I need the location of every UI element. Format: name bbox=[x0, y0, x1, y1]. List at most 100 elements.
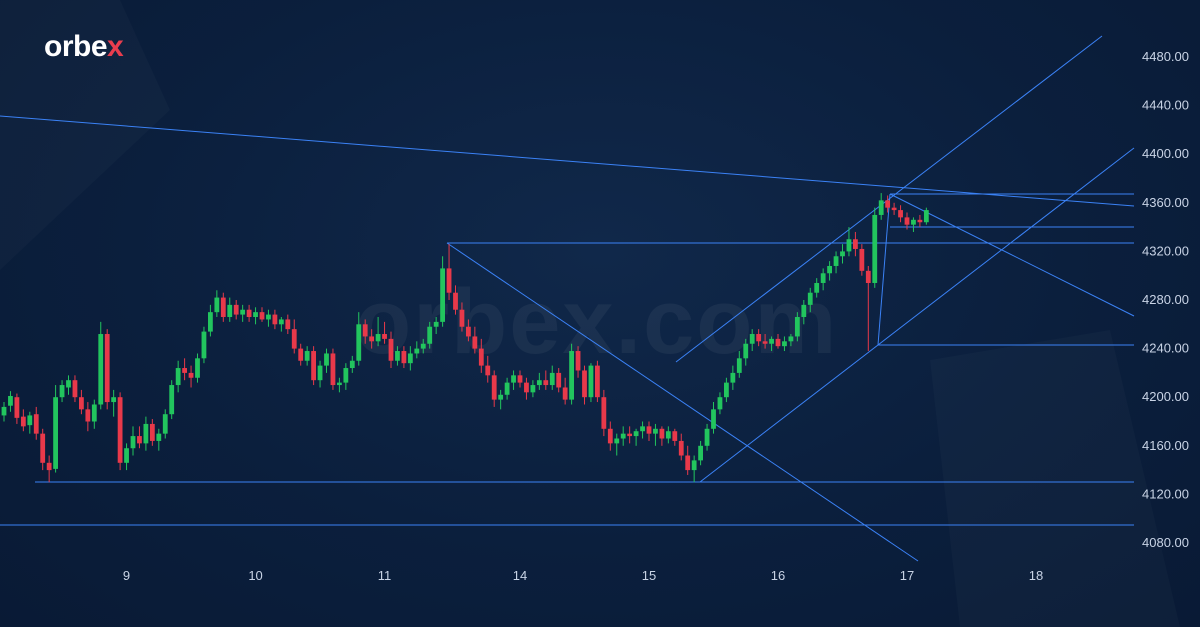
candle bbox=[440, 256, 445, 327]
candle bbox=[330, 348, 336, 390]
candle bbox=[614, 433, 620, 456]
candle bbox=[646, 421, 652, 441]
y-tick-label: 4360.00 bbox=[1142, 195, 1189, 210]
trend-line-5 bbox=[675, 35, 1103, 363]
candle bbox=[117, 392, 123, 471]
candle bbox=[530, 380, 536, 398]
candle bbox=[407, 346, 413, 371]
candle bbox=[769, 336, 774, 352]
candle bbox=[736, 351, 742, 378]
trend-line-4 bbox=[446, 242, 919, 562]
candle bbox=[349, 355, 355, 373]
candle bbox=[20, 409, 26, 432]
candle bbox=[588, 363, 594, 403]
candle bbox=[536, 372, 542, 390]
candle bbox=[72, 375, 78, 403]
candle bbox=[698, 440, 703, 466]
candle bbox=[711, 402, 716, 434]
candle bbox=[575, 346, 581, 378]
candle bbox=[188, 365, 194, 388]
candle bbox=[730, 365, 736, 390]
candle bbox=[208, 304, 213, 337]
candle bbox=[337, 377, 342, 393]
candle bbox=[266, 309, 271, 327]
candle bbox=[272, 309, 278, 330]
candle bbox=[8, 391, 13, 412]
candle bbox=[775, 334, 781, 349]
candle bbox=[369, 329, 375, 349]
candle bbox=[304, 346, 310, 366]
candle bbox=[46, 455, 52, 483]
candle bbox=[485, 355, 491, 383]
candle bbox=[898, 205, 903, 223]
candle bbox=[298, 343, 304, 366]
x-tick-label: 10 bbox=[248, 568, 262, 583]
candle bbox=[620, 426, 626, 446]
candle bbox=[253, 307, 258, 325]
candle bbox=[401, 346, 407, 369]
y-tick-label: 4440.00 bbox=[1142, 98, 1189, 113]
candle bbox=[111, 389, 117, 417]
candle bbox=[220, 292, 226, 322]
candle bbox=[240, 304, 246, 322]
candle bbox=[130, 426, 136, 456]
candle bbox=[98, 321, 104, 410]
trend-line-0 bbox=[0, 115, 1135, 207]
candle bbox=[543, 370, 549, 390]
y-tick-label: 4320.00 bbox=[1142, 243, 1189, 258]
candle bbox=[137, 426, 142, 449]
y-tick-label: 4120.00 bbox=[1142, 486, 1189, 501]
candle bbox=[259, 307, 265, 322]
candle bbox=[40, 428, 46, 471]
candle bbox=[162, 409, 168, 439]
candle bbox=[756, 329, 762, 347]
candles bbox=[1, 193, 929, 483]
candle bbox=[433, 317, 439, 335]
candle bbox=[414, 341, 420, 359]
y-tick-label: 4160.00 bbox=[1142, 438, 1189, 453]
x-tick-label: 17 bbox=[900, 568, 914, 583]
candle bbox=[549, 365, 555, 390]
candle bbox=[911, 217, 916, 232]
y-tick-label: 4080.00 bbox=[1142, 535, 1189, 550]
candle bbox=[291, 319, 297, 354]
candle bbox=[704, 423, 710, 451]
y-axis: 4480.00 4440.00 4400.00 4360.00 4320.00 4280.… bbox=[1142, 49, 1189, 550]
candle bbox=[453, 285, 458, 315]
candle bbox=[743, 338, 749, 366]
candle bbox=[356, 312, 362, 366]
candle bbox=[820, 268, 826, 291]
candle bbox=[214, 290, 220, 318]
candle bbox=[807, 287, 813, 313]
candle bbox=[1, 402, 7, 422]
candle bbox=[124, 443, 129, 471]
candle bbox=[472, 326, 478, 354]
x-tick-label: 15 bbox=[642, 568, 656, 583]
candle bbox=[891, 202, 897, 215]
candle bbox=[865, 265, 871, 352]
candle bbox=[498, 389, 504, 410]
candle bbox=[491, 370, 497, 407]
x-tick-label: 9 bbox=[123, 568, 130, 583]
x-tick-label: 16 bbox=[771, 568, 785, 583]
candle bbox=[149, 419, 155, 446]
candle bbox=[14, 393, 20, 424]
candle bbox=[846, 227, 852, 257]
candle bbox=[659, 426, 665, 446]
candle bbox=[466, 319, 471, 342]
candle bbox=[59, 380, 65, 403]
candle bbox=[53, 385, 58, 473]
candle bbox=[582, 365, 587, 405]
candle bbox=[79, 389, 84, 415]
candle bbox=[782, 336, 787, 352]
candle bbox=[362, 319, 368, 344]
candle bbox=[853, 231, 858, 257]
candle bbox=[66, 375, 71, 395]
candle bbox=[640, 421, 645, 439]
y-tick-label: 4240.00 bbox=[1142, 341, 1189, 356]
candle bbox=[627, 426, 633, 444]
candle bbox=[595, 360, 600, 403]
candle bbox=[195, 353, 200, 383]
trend-line-8 bbox=[877, 193, 891, 346]
